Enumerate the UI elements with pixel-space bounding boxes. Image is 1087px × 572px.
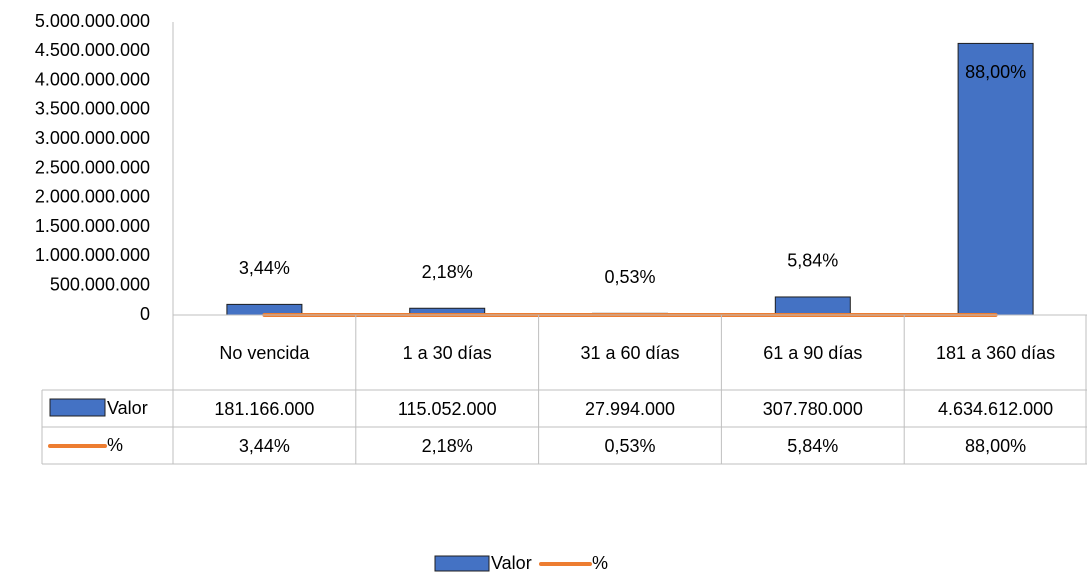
y-tick-label: 2.500.000.000 [35, 157, 150, 177]
y-tick-label: 3.000.000.000 [35, 128, 150, 148]
y-tick-label: 500.000.000 [50, 274, 150, 294]
category-label: No vencida [219, 342, 310, 363]
data-label: 3,44% [239, 258, 290, 278]
table-value: 181.166.000 [214, 398, 315, 419]
legend-label: % [592, 553, 608, 572]
table-value: 88,00% [965, 435, 1027, 456]
table-value: 0,53% [604, 435, 656, 456]
data-label: 2,18% [422, 262, 473, 282]
y-tick-label: 4.000.000.000 [35, 69, 150, 89]
y-tick-label: 1.000.000.000 [35, 245, 150, 265]
y-tick-label: 5.000.000.000 [35, 11, 150, 31]
y-tick-label: 2.000.000.000 [35, 187, 150, 207]
data-label: 88,00% [965, 62, 1026, 82]
table-value: 4.634.612.000 [938, 398, 1054, 419]
y-tick-label: 1.500.000.000 [35, 216, 150, 236]
table-value: 5,84% [787, 435, 839, 456]
table-value: 115.052.000 [397, 398, 497, 419]
y-tick-label: 4.500.000.000 [35, 40, 150, 60]
y-tick-label: 0 [140, 304, 150, 324]
bar [957, 42, 1034, 316]
legend-key [49, 398, 106, 417]
y-tick-label: 3.500.000.000 [35, 99, 150, 119]
row-header: % [107, 435, 123, 455]
category-label: 1 a 30 días [402, 342, 492, 363]
bar [774, 296, 851, 316]
legend-key [434, 555, 490, 572]
category-label: 61 a 90 días [763, 342, 863, 363]
legend-label: Valor [491, 553, 532, 572]
category-label: 31 a 60 días [580, 342, 680, 363]
category-label: 181 a 360 días [936, 342, 1056, 363]
table-value: 2,18% [421, 435, 473, 456]
table-value: 27.994.000 [584, 398, 676, 419]
data-label: 0,53% [604, 267, 655, 287]
data-label: 5,84% [787, 251, 838, 271]
table-value: 3,44% [238, 435, 290, 456]
row-header: Valor [107, 398, 148, 418]
table-value: 307.780.000 [762, 398, 863, 419]
